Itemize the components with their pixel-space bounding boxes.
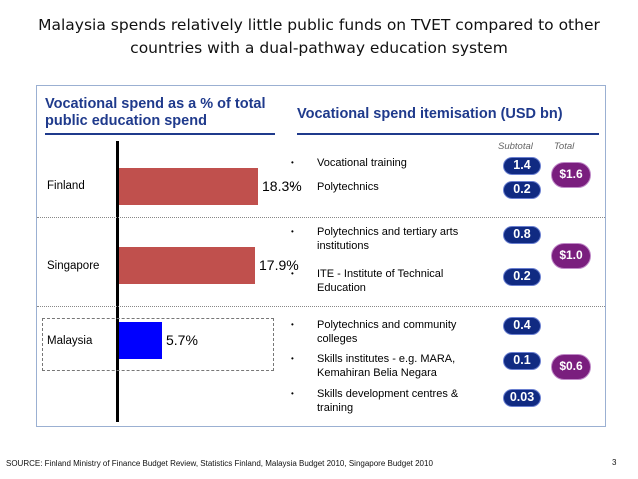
country-label-malaysia: Malaysia xyxy=(47,335,93,347)
total-pill: $1.6 xyxy=(551,162,591,188)
group-separator xyxy=(37,217,605,218)
bullet-icon: • xyxy=(291,269,294,278)
subtotal-pill: 0.2 xyxy=(503,181,541,199)
item-label: Polytechnics xyxy=(317,181,379,193)
total-pill: $0.6 xyxy=(551,354,591,380)
bullet-icon: • xyxy=(291,158,294,167)
list-item: • ITE - Institute of Technical Education xyxy=(291,267,491,295)
source-note: SOURCE: Finland Ministry of Finance Budg… xyxy=(6,459,433,468)
item-label: Vocational training xyxy=(317,157,407,169)
malaysia-highlight-box xyxy=(42,318,274,371)
subtotal-pill: 1.4 xyxy=(503,157,541,175)
subtotal-pill: 0.2 xyxy=(503,268,541,286)
bar-chart-title: Vocational spend as a % of total public … xyxy=(45,96,266,129)
subtotal-pill: 0.03 xyxy=(503,389,541,407)
list-item: • Polytechnics and community colleges xyxy=(291,318,491,346)
subtotal-pill: 0.1 xyxy=(503,352,541,370)
bullet-icon: • xyxy=(291,389,294,398)
subtotal-header: Subtotal xyxy=(498,141,533,152)
bar-malaysia xyxy=(119,322,162,359)
item-label: Polytechnics and tertiary arts instituti… xyxy=(317,226,459,252)
item-label: Skills development centres & training xyxy=(317,388,459,414)
group-separator xyxy=(37,306,605,307)
bar-singapore xyxy=(119,247,255,284)
bar-value-malaysia: 5.7% xyxy=(166,332,198,348)
slide-title: Malaysia spends relatively little public… xyxy=(38,16,600,57)
list-item: • Polytechnics and tertiary arts institu… xyxy=(291,225,491,253)
chart-panel: Vocational spend as a % of total public … xyxy=(36,85,606,427)
bar-chart-title-underline xyxy=(45,133,275,135)
list-item: • Polytechnics xyxy=(291,180,491,194)
list-item: • Skills institutes - e.g. MARA, Kemahir… xyxy=(291,352,491,380)
bullet-icon: • xyxy=(291,227,294,236)
bar-value-finland: 18.3% xyxy=(262,178,302,194)
subtotal-pill: 0.4 xyxy=(503,317,541,335)
item-label: ITE - Institute of Technical Education xyxy=(317,268,444,294)
subtotal-pill: 0.8 xyxy=(503,226,541,244)
bar-chart-axis xyxy=(116,141,119,422)
bullet-icon: • xyxy=(291,320,294,329)
bullet-icon: • xyxy=(291,182,294,191)
country-label-finland: Finland xyxy=(47,180,85,192)
item-label: Skills institutes - e.g. MARA, Kemahiran… xyxy=(317,353,456,379)
country-label-singapore: Singapore xyxy=(47,260,100,272)
total-pill: $1.0 xyxy=(551,243,591,269)
bullet-icon: • xyxy=(291,354,294,363)
total-header: Total xyxy=(554,141,575,152)
bar-finland xyxy=(119,168,258,205)
page-number: 3 xyxy=(612,458,617,467)
item-label: Polytechnics and community colleges xyxy=(317,319,457,345)
itemisation-title-underline xyxy=(297,133,599,135)
list-item: • Skills development centres & training xyxy=(291,387,491,415)
itemisation-title: Vocational spend itemisation (USD bn) xyxy=(297,106,563,122)
list-item: • Vocational training xyxy=(291,156,491,170)
bar-value-singapore: 17.9% xyxy=(259,257,299,273)
